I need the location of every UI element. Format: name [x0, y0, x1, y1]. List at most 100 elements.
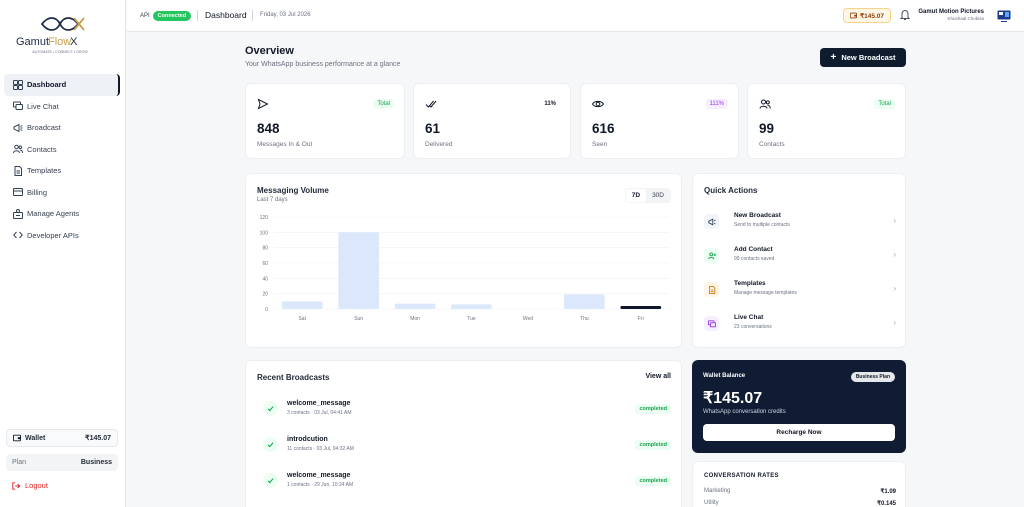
quick-action-title: New Broadcast [734, 212, 781, 219]
quick-action-title: Live Chat [734, 314, 764, 321]
sidebar-item-developer-apis[interactable]: Developer APIs [4, 225, 120, 247]
topbar-divider [252, 10, 253, 21]
rate-row: Utility ₹0.145 [704, 500, 896, 507]
x-tick-label: Sat [298, 316, 306, 322]
stat-card-delivered: 11% 61 Delivered [413, 83, 571, 159]
sidebar-item-live-chat[interactable]: Live Chat [4, 96, 120, 118]
sidebar-item-label: Dashboard [27, 80, 67, 90]
sidebar-item-templates[interactable]: Templates [4, 160, 120, 182]
avatar-icon[interactable] [997, 10, 1011, 22]
user-info[interactable]: Gamut Motion Pictures Khushaal Chobisa [918, 9, 984, 21]
sidebar-item-contacts[interactable]: Contacts [4, 139, 120, 161]
broadcast-row[interactable]: welcome_message 1 contacts · 29 Jun, 10:… [263, 471, 671, 495]
stat-card-contacts: Total 99 Contacts [747, 83, 906, 159]
quick-action-templates[interactable]: Templates Manage message templates › [704, 278, 896, 304]
user-location: Khushaal Chobisa [947, 16, 984, 21]
quick-action-new-broadcast[interactable]: New Broadcast Send to multiple contacts … [704, 210, 896, 236]
broadcast-meta: 11 contacts · 03 Jul, 04:32 AM [287, 446, 354, 452]
topbar-wallet-button[interactable]: ₹145.07 [843, 8, 891, 23]
chevron-right-icon: › [893, 318, 896, 327]
users-icon [12, 144, 23, 155]
api-status: API Connected [140, 11, 192, 21]
stat-tag: Total [874, 99, 895, 109]
range-option-7d[interactable]: 7D [625, 189, 647, 202]
broadcast-name: introdcution [287, 436, 328, 443]
quick-action-live-chat[interactable]: Live Chat 23 conversations › [704, 312, 896, 338]
y-tick-label: 60 [262, 261, 268, 267]
y-tick-label: 0 [265, 307, 268, 313]
broadcast-row[interactable]: welcome_message 3 contacts · 03 Jul, 04:… [263, 399, 671, 423]
plan-badge: Business Plan [850, 372, 895, 382]
new-broadcast-button[interactable]: + New Broadcast [820, 48, 906, 67]
messaging-volume-chart: 0 20 40 60 80 100 120 Sat Sun Mon Tue Wed Thu Fri [260, 215, 669, 322]
x-tick-label: Fri [638, 316, 644, 322]
card-icon [12, 187, 23, 198]
brand-logo[interactable]: Gamut Flow X AUTOMATE • CONNECT • GROW [8, 12, 112, 58]
stat-value: 616 [592, 121, 615, 136]
sidebar: Gamut Flow X AUTOMATE • CONNECT • GROW D… [0, 0, 126, 507]
sidebar-item-label: Billing [27, 187, 48, 197]
overview-subtitle: Your WhatsApp business performance at a … [245, 61, 401, 68]
messaging-volume-card: Messaging Volume Last 7 days 7D 30D 0 20 4… [245, 173, 682, 348]
sidebar-wallet[interactable]: Wallet ₹145.07 [6, 429, 118, 447]
users-icon [759, 99, 771, 109]
bar [394, 303, 436, 309]
sidebar-item-dashboard[interactable]: Dashboard [4, 74, 120, 96]
send-icon [257, 98, 269, 110]
code-icon [12, 230, 23, 241]
quick-action-subtitle: Send to multiple contacts [734, 222, 790, 228]
sidebar-plan: Plan Business [6, 454, 118, 471]
chart-title: Messaging Volume [257, 186, 329, 195]
topbar-wallet-value: ₹145.07 [859, 12, 885, 20]
range-option-30d[interactable]: 30D [652, 192, 664, 199]
conversation-rates-card: CONVERSATION RATES Marketing ₹1.09 Utili… [692, 461, 906, 507]
stat-value: 61 [425, 121, 441, 136]
brand-tagline: AUTOMATE • CONNECT • GROW [32, 50, 88, 54]
chat-icon [12, 101, 23, 112]
wallet-balance-subtitle: WhatsApp conversation credits [703, 409, 786, 415]
recharge-now-button[interactable]: Recharge Now [703, 424, 895, 441]
stat-tag: 11% [544, 101, 556, 107]
chevron-right-icon: › [893, 284, 896, 293]
infinity-logo-icon: Gamut Flow X AUTOMATE • CONNECT • GROW [16, 17, 88, 54]
sidebar-item-label: Contacts [27, 144, 57, 154]
bar [564, 294, 605, 309]
quick-action-add-contact[interactable]: Add Contact 99 contacts saved › [704, 244, 896, 270]
sidebar-wallet-value: ₹145.07 [85, 435, 111, 442]
rates-title: CONVERSATION RATES [704, 473, 779, 479]
wallet-balance-amount: ₹145.07 [703, 390, 763, 407]
y-tick-label: 120 [260, 215, 269, 221]
stat-value: 99 [759, 121, 775, 136]
megaphone-icon [12, 122, 23, 133]
check-circle-icon [263, 401, 278, 416]
sidebar-item-label: Live Chat [27, 101, 59, 111]
view-all-link[interactable]: View all [645, 373, 671, 380]
status-badge: completed [635, 440, 671, 450]
quick-actions-title: Quick Actions [704, 186, 758, 195]
sidebar-plan-label: Plan [12, 459, 27, 466]
topbar-date: Friday, 03 Jul 2026 [260, 12, 311, 18]
chart-subtitle: Last 7 days [257, 197, 288, 203]
stat-label: Delivered [425, 141, 453, 148]
document-icon [704, 282, 719, 297]
new-broadcast-label: New Broadcast [841, 53, 896, 62]
sidebar-item-broadcast[interactable]: Broadcast [4, 117, 120, 139]
y-tick-label: 20 [262, 292, 268, 298]
broadcast-row[interactable]: introdcution 11 contacts · 03 Jul, 04:32… [263, 435, 671, 459]
sidebar-item-manage-agents[interactable]: Manage Agents [4, 203, 120, 225]
brand-name-part3: X [70, 36, 78, 48]
user-name: Gamut Motion Pictures [918, 9, 984, 15]
stat-label: Messages In & Out [257, 141, 313, 148]
logout-label: Logout [25, 481, 48, 490]
x-tick-label: Tue [467, 316, 476, 322]
logout-button[interactable]: Logout [12, 481, 48, 490]
bell-icon[interactable] [900, 9, 910, 21]
stat-card-messages: Total 848 Messages In & Out [245, 83, 405, 159]
page-title: Dashboard [205, 10, 247, 20]
x-tick-label: Wed [523, 316, 533, 322]
stat-value: 848 [257, 121, 280, 136]
topbar: API Connected Dashboard Friday, 03 Jul 2… [127, 0, 1024, 32]
sidebar-item-billing[interactable]: Billing [4, 182, 120, 204]
wallet-balance-card: Wallet Balance Business Plan ₹145.07 Wha… [692, 360, 906, 453]
bar [338, 232, 379, 309]
